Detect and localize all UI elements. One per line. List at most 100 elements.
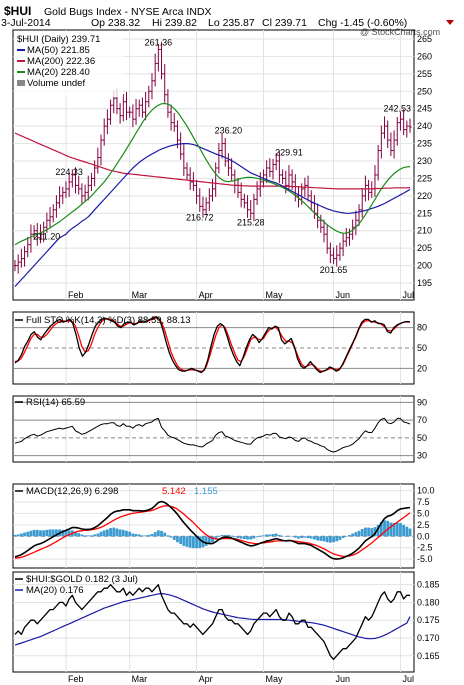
rsi-tick-label: 90 xyxy=(417,397,427,407)
macd-histogram-bar xyxy=(306,536,310,539)
price-tick-label: 225 xyxy=(417,173,432,183)
macd-histogram-bar xyxy=(357,530,361,537)
macd-histogram-bar xyxy=(191,536,195,549)
price-bar xyxy=(153,53,157,87)
price-bar xyxy=(77,175,81,195)
price-bar xyxy=(204,197,208,216)
price-tick-label: 235 xyxy=(417,139,432,149)
macd-histogram-bar xyxy=(319,536,323,541)
price-bar xyxy=(172,112,176,132)
price-tick-label: 245 xyxy=(417,104,432,114)
macd-histogram-bar xyxy=(134,534,138,537)
month-label: Feb xyxy=(68,674,84,684)
legend-ma50: MA(50) 221.85 xyxy=(27,45,90,56)
price-bar xyxy=(214,162,218,197)
price-bar xyxy=(331,247,336,265)
macd-histogram-bar xyxy=(277,534,281,537)
price-annotation: 224.33 xyxy=(55,167,83,177)
price-annotation: 229.91 xyxy=(275,147,303,157)
price-legend: $HUI (Daily) 239.71 MA(50) 221.85 MA(200… xyxy=(15,31,123,97)
price-bar xyxy=(156,43,160,72)
price-bar xyxy=(188,167,192,190)
macd-histogram-bar xyxy=(293,536,297,538)
macd-histogram-bar xyxy=(125,530,128,537)
month-label: May xyxy=(265,674,283,684)
price-bar xyxy=(121,94,125,122)
macd-histogram-bar xyxy=(316,536,320,541)
price-tick-label: 200 xyxy=(417,261,432,271)
macd-histogram-bar xyxy=(112,527,116,537)
rsi-tick-label: 70 xyxy=(417,415,427,425)
price-bar xyxy=(258,172,262,197)
chart-date: 3-Jul-2014 xyxy=(1,17,51,29)
macd-histogram-bar xyxy=(67,530,71,537)
macd-histogram-bar xyxy=(246,536,249,540)
month-label: May xyxy=(265,290,283,300)
macd-histogram-bar xyxy=(252,536,256,539)
sto-k-line xyxy=(14,316,411,374)
macd-histogram-bar xyxy=(131,533,135,537)
macd-histogram-bar xyxy=(96,533,100,537)
axis-labels: FebFebMarMarAprAprMayMayJunJunJulJul1952… xyxy=(33,34,439,684)
price-bar xyxy=(366,179,371,201)
price-bar xyxy=(83,184,87,202)
macd-histogram-bar xyxy=(141,535,144,537)
plot-marks xyxy=(13,41,412,660)
legend-macd: MACD(12,26,9) 6.298 xyxy=(26,486,118,497)
legend-volume: Volume undef xyxy=(27,78,85,89)
macd-tick-label: 10.0 xyxy=(417,486,435,496)
price-bar xyxy=(169,104,173,131)
price-bar xyxy=(194,179,199,204)
macd-histogram-bar xyxy=(255,536,259,538)
price-tick-label: 250 xyxy=(417,86,432,96)
price-bar xyxy=(131,104,135,128)
index-name: Gold Bugs Index - NYSE Arca INDX xyxy=(44,6,212,18)
legend-price: $HUI (Daily) 239.71 xyxy=(17,34,100,45)
macd-histogram-bar xyxy=(90,535,93,537)
macd-histogram-bar xyxy=(99,531,103,537)
price-bar xyxy=(147,85,151,108)
price-bar xyxy=(357,204,361,226)
macd-histogram-bar xyxy=(405,526,409,537)
price-bar xyxy=(73,167,78,194)
macd-histogram-bar xyxy=(281,535,284,537)
macd-tick-label: 7.5 xyxy=(417,497,430,507)
macd-histogram-bar xyxy=(128,531,132,537)
macd-panel xyxy=(12,483,415,569)
macd-histogram-bar xyxy=(354,532,358,537)
price-bar xyxy=(67,172,71,197)
macd-histogram-bar xyxy=(39,530,42,537)
price-annotation: 236.20 xyxy=(215,125,243,135)
macd-histogram-bar xyxy=(26,531,30,537)
macd-legend: MACD(12,26,9) 6.298 5.142 1.155 xyxy=(15,486,218,497)
macd-histogram-bar xyxy=(364,527,367,537)
rsi-panel xyxy=(12,395,415,463)
legend-hist: 1.155 xyxy=(194,486,218,497)
rsi-legend: RSI(14) 65.59 xyxy=(15,397,85,408)
macd-histogram-bar xyxy=(163,532,167,537)
price-bar xyxy=(328,242,332,264)
macd-histogram-bar xyxy=(179,536,183,545)
sto-legend: Full STO %K(14,3) %D(3) 88.59, 88.13 xyxy=(15,315,191,326)
legend-sto: Full STO %K(14,3) %D(3) 88.59, 88.13 xyxy=(26,315,191,326)
macd-histogram-bar xyxy=(74,531,77,537)
price-tick-label: 255 xyxy=(417,69,432,79)
price-bar xyxy=(166,89,170,118)
price-bar xyxy=(319,214,323,233)
price-bar xyxy=(26,237,30,258)
macd-histogram-bar xyxy=(156,530,160,537)
macd-histogram-bar xyxy=(290,536,294,537)
price-bar xyxy=(191,172,195,191)
price-bar xyxy=(379,125,383,159)
macd-histogram-bar xyxy=(383,520,386,537)
price-bar xyxy=(230,158,234,181)
macd-histogram-bar xyxy=(284,536,288,537)
macd-histogram-bar xyxy=(230,535,234,537)
price-bar xyxy=(159,41,164,80)
macd-histogram-bar xyxy=(287,535,291,537)
month-label: Jun xyxy=(336,674,351,684)
price-bar xyxy=(105,109,109,135)
macd-histogram-bar xyxy=(137,534,141,537)
macd-histogram-bar xyxy=(220,534,224,537)
price-bar xyxy=(150,73,154,100)
